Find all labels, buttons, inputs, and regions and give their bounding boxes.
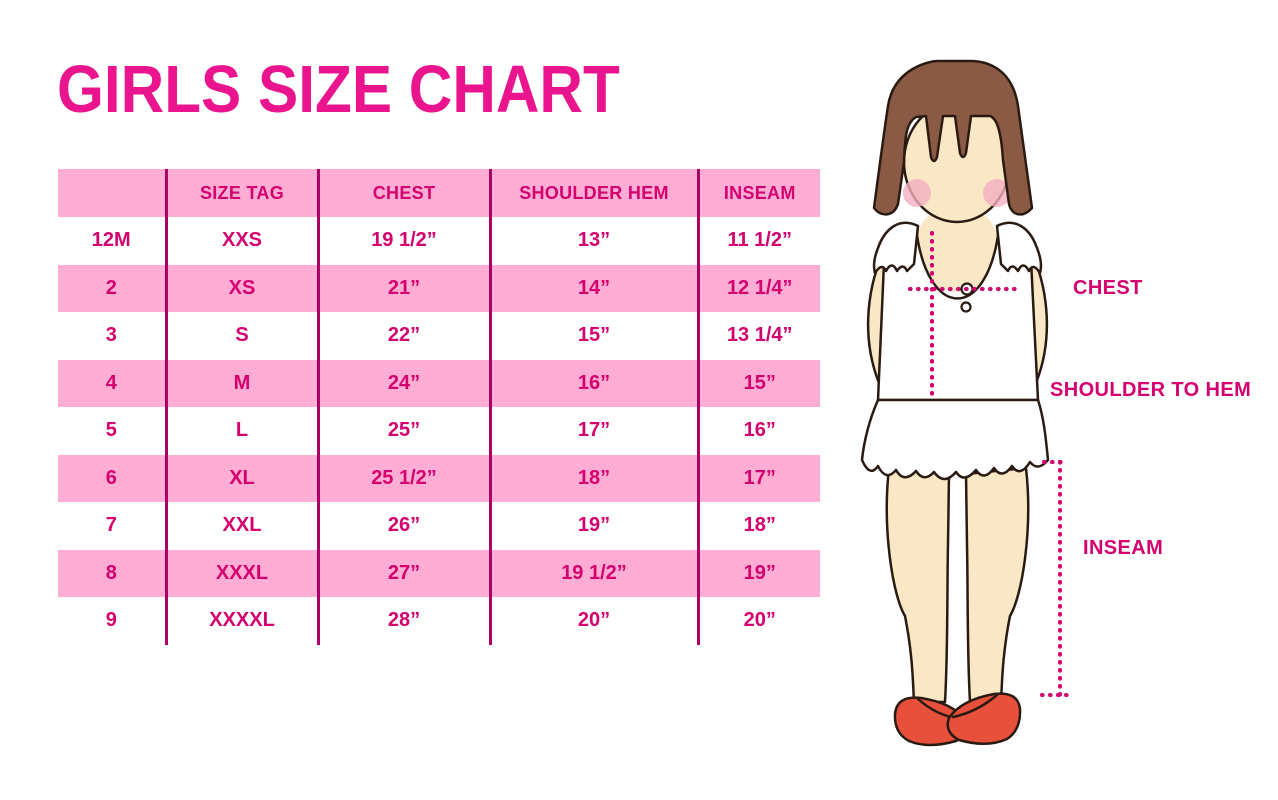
cell-inseam: 11 1/2” [696,217,820,265]
cell-size-tag: XL [164,454,318,502]
header-cell-chest: CHEST [316,169,490,217]
cell-size: 9 [105,609,117,632]
cell-shoulder-hem: 18” [488,454,698,502]
inseam-measure-label: INSEAM [1083,537,1164,559]
cell-inseam: 16” [696,407,820,455]
table-row: 12M XXS 19 1/2” 13” 11 1/2” [58,217,820,265]
header-cell-inseam: INSEAM [696,169,820,217]
cell-size-tag: XS [164,264,318,312]
cell-shoulder-hem: 19 1/2” [488,549,698,597]
shoulder-to-hem-measure-label: SHOULDER TO HEM [1050,379,1252,401]
cell-size-tag: XXL [164,502,318,550]
table-row: 5 L 25” 17” 16” [58,407,820,455]
table-row: 8 XXXL 27” 19 1/2” 19” [58,549,820,597]
girl-blush-left [903,179,931,207]
cell-inseam: 12 1/4” [696,264,820,312]
girl-right-leg [964,466,1030,704]
cell-shoulder-hem: 19” [488,502,698,550]
cell-inseam: 13 1/4” [696,312,820,360]
girl-right-sleeve [995,221,1043,275]
cell-size: 3 [105,324,117,347]
girl-left-leg [885,466,951,704]
table-row: 2 XS 21” 14” 12 1/4” [58,264,820,312]
cell-chest: 22” [316,312,490,360]
cell-shoulder-hem: 16” [488,359,698,407]
size-table-body: 12M XXS 19 1/2” 13” 11 1/2” 2 XS 21” 14”… [58,217,820,645]
page-title: GIRLS SIZE CHART [57,52,620,127]
cell-chest: 21” [316,264,490,312]
table-row: 7 XXL 26” 19” 18” [58,502,820,550]
chest-measure-label: CHEST [1073,277,1143,299]
header-row: SIZE TAG CHEST SHOULDER HEM INSEAM [58,169,820,217]
cell-size: 7 [105,514,117,537]
cell-size-tag: M [164,359,318,407]
cell-size-tag: L [164,407,318,455]
cell-chest: 28” [316,597,490,645]
cell-inseam: 18” [696,502,820,550]
table-row: 6 XL 25 1/2” 18” 17” [58,454,820,502]
cell-size-tag: XXXXL [164,597,318,645]
cell-shoulder-hem: 15” [488,312,698,360]
cell-chest: 27” [316,549,490,597]
header-cell-shoulder-hem: SHOULDER HEM [488,169,698,217]
cell-shoulder-hem: 13” [488,217,698,265]
girl-blush-right [983,179,1011,207]
girl-hair [872,59,1034,216]
cell-chest: 19 1/2” [316,217,490,265]
cell-shoulder-hem: 17” [488,407,698,455]
girl-skirt [860,398,1050,481]
cell-size: 2 [58,264,166,312]
header-cell-size-tag: SIZE TAG [164,169,318,217]
cell-inseam: 17” [696,454,820,502]
cell-size: 4 [58,359,166,407]
girl-illustration [860,59,1070,747]
cell-inseam: 20” [696,597,820,645]
cell-inseam: 19” [696,549,820,597]
girl-right-shoe [946,692,1022,745]
header-cell-blank [58,169,166,217]
cell-chest: 26” [316,502,490,550]
cell-chest: 25 1/2” [316,454,490,502]
size-table-header: SIZE TAG CHEST SHOULDER HEM INSEAM [58,169,820,217]
cell-chest: 24” [316,359,490,407]
cell-size: 5 [105,419,117,442]
cell-size-tag: S [164,312,318,360]
girl-left-sleeve [872,221,920,275]
cell-shoulder-hem: 14” [488,264,698,312]
table-row: 4 M 24” 16” 15” [58,359,820,407]
cell-size: 6 [58,454,166,502]
cell-chest: 25” [316,407,490,455]
girl-top-button-2 [960,301,972,313]
cell-size-tag: XXS [164,217,318,265]
cell-shoulder-hem: 20” [488,597,698,645]
cell-inseam: 15” [696,359,820,407]
cell-size: 12M [91,229,131,252]
girl-right-shoe-strap [951,693,999,719]
cell-size: 8 [58,549,166,597]
cell-size-tag: XXXL [164,549,318,597]
table-row: 9 XXXXL 28” 20” 20” [58,597,820,645]
table-row: 3 S 22” 15” 13 1/4” [58,312,820,360]
size-table: SIZE TAG CHEST SHOULDER HEM INSEAM 12M X… [58,169,820,645]
girl-neck [915,204,999,292]
